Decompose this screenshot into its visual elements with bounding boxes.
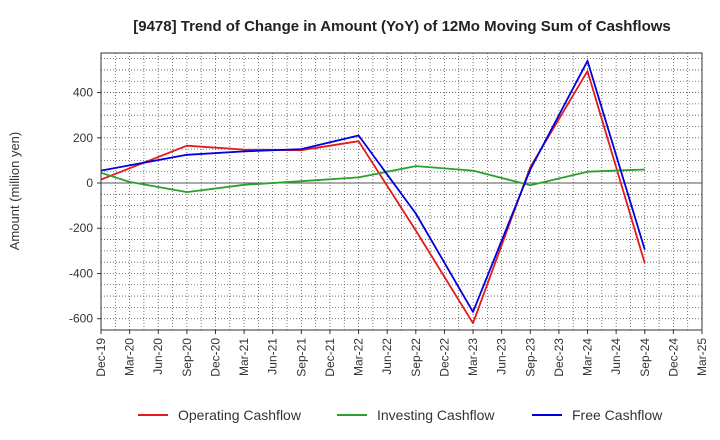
x-tick-label: Mar-24 xyxy=(581,338,595,376)
legend-label-free-cashflow: Free Cashflow xyxy=(572,407,663,423)
x-tick-label: Mar-25 xyxy=(695,338,709,376)
legend-label-investing-cashflow: Investing Cashflow xyxy=(377,407,495,423)
x-tick-label: Mar-20 xyxy=(123,338,137,376)
y-axis-label: Amount (million yen) xyxy=(7,132,22,251)
x-tick-label: Sep-23 xyxy=(523,338,537,377)
x-tick-label: Sep-24 xyxy=(638,338,652,377)
y-tick-label: 200 xyxy=(73,131,93,145)
series-line-free-cashflow xyxy=(100,60,646,313)
x-axis-ticks: Dec-19 Mar-20 Jun-20 Sep-20 Dec-20 Mar-21 Jun-… xyxy=(94,330,709,377)
series-line-investing-cashflow xyxy=(100,165,645,194)
y-tick-label: 400 xyxy=(73,86,93,100)
x-tick-label: Mar-21 xyxy=(237,338,251,376)
x-tick-label: Dec-21 xyxy=(323,338,337,377)
x-tick-label: Dec-24 xyxy=(666,338,680,377)
x-tick-label: Sep-22 xyxy=(409,338,423,377)
x-tick-label: Mar-22 xyxy=(352,338,366,376)
legend-label-operating-cashflow: Operating Cashflow xyxy=(178,407,302,423)
x-tick-label: Dec-19 xyxy=(94,338,108,377)
plot-frame xyxy=(100,52,703,331)
x-tick-label: Sep-20 xyxy=(180,338,194,377)
y-tick-label: -400 xyxy=(69,266,93,280)
x-tick-label: Dec-22 xyxy=(437,338,451,377)
x-tick-label: Mar-23 xyxy=(466,338,480,376)
series-line-operating-cashflow xyxy=(100,70,646,325)
x-tick-label: Dec-23 xyxy=(552,338,566,377)
y-tick-label: -200 xyxy=(69,221,93,235)
legend: Operating Cashflow Investing Cashflow Free… xyxy=(138,407,663,423)
series-group xyxy=(100,60,646,325)
x-tick-label: Jun-22 xyxy=(380,338,394,375)
chart-title: [9478] Trend of Change in Amount (YoY) o… xyxy=(133,18,671,35)
x-tick-label: Jun-21 xyxy=(266,338,280,375)
y-tick-label: 0 xyxy=(86,176,93,190)
y-tick-label: -600 xyxy=(69,312,93,326)
y-axis-ticks: 400 200 0 -200 -400 -600 xyxy=(69,86,101,326)
x-tick-label: Jun-20 xyxy=(151,338,165,375)
x-tick-label: Dec-20 xyxy=(208,338,222,377)
x-tick-label: Sep-21 xyxy=(294,338,308,377)
x-tick-label: Jun-23 xyxy=(495,338,509,375)
x-tick-label: Jun-24 xyxy=(609,338,623,375)
